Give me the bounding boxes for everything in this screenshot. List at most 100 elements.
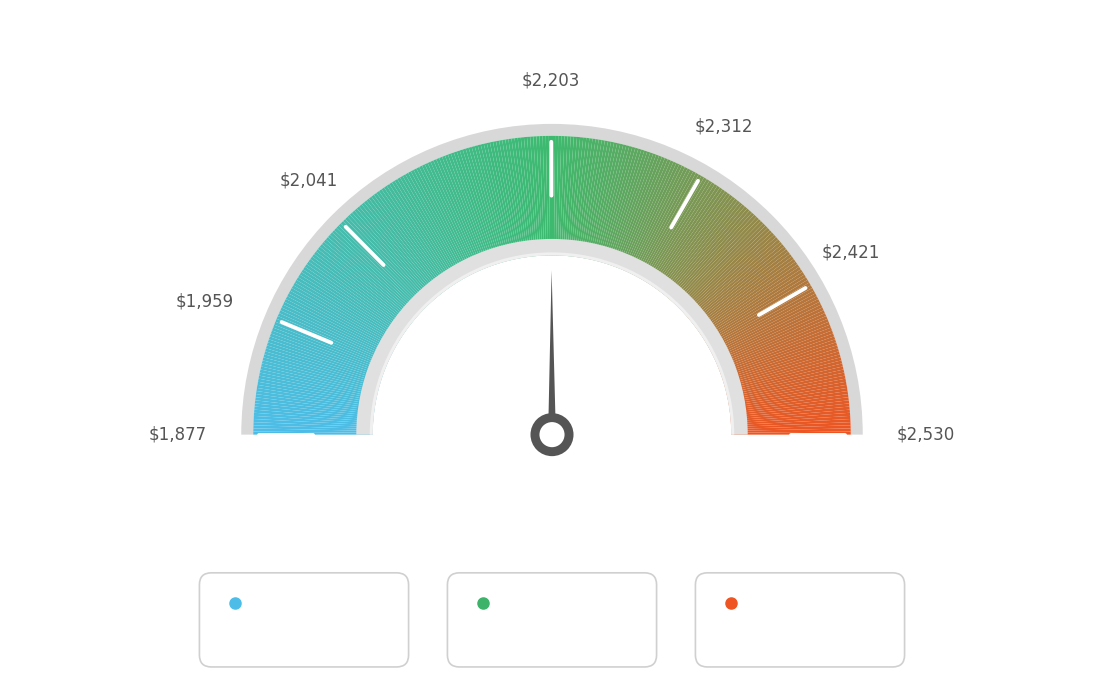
Wedge shape xyxy=(709,290,816,350)
Wedge shape xyxy=(723,345,838,383)
Wedge shape xyxy=(730,400,849,416)
Wedge shape xyxy=(514,138,531,257)
Wedge shape xyxy=(715,310,825,362)
Wedge shape xyxy=(298,275,401,340)
Wedge shape xyxy=(242,124,862,435)
Wedge shape xyxy=(697,259,796,331)
Wedge shape xyxy=(253,425,373,431)
Wedge shape xyxy=(580,139,602,258)
Wedge shape xyxy=(253,431,373,435)
Wedge shape xyxy=(384,186,453,286)
Wedge shape xyxy=(601,147,636,262)
Wedge shape xyxy=(420,166,474,274)
Wedge shape xyxy=(463,148,500,264)
Text: ($1,877): ($1,877) xyxy=(265,630,342,649)
Wedge shape xyxy=(631,167,688,275)
Wedge shape xyxy=(721,333,835,375)
Wedge shape xyxy=(537,136,544,255)
Wedge shape xyxy=(254,419,373,427)
Wedge shape xyxy=(602,148,638,263)
Wedge shape xyxy=(648,182,714,284)
Wedge shape xyxy=(723,348,839,384)
Wedge shape xyxy=(714,308,824,360)
Wedge shape xyxy=(549,136,552,255)
Wedge shape xyxy=(294,282,397,345)
Wedge shape xyxy=(255,404,374,417)
Wedge shape xyxy=(341,221,426,308)
Wedge shape xyxy=(662,199,737,294)
Wedge shape xyxy=(310,257,408,329)
Wedge shape xyxy=(587,141,614,259)
Wedge shape xyxy=(480,144,511,261)
FancyBboxPatch shape xyxy=(696,573,904,667)
Wedge shape xyxy=(652,188,722,288)
Wedge shape xyxy=(348,215,431,304)
Wedge shape xyxy=(335,228,423,312)
Wedge shape xyxy=(521,137,535,257)
Wedge shape xyxy=(337,226,424,310)
FancyBboxPatch shape xyxy=(200,573,408,667)
Wedge shape xyxy=(273,324,385,371)
Wedge shape xyxy=(590,142,617,259)
Wedge shape xyxy=(326,237,417,317)
Wedge shape xyxy=(545,136,550,255)
Wedge shape xyxy=(487,142,514,259)
Wedge shape xyxy=(266,345,381,383)
Wedge shape xyxy=(357,239,747,435)
Wedge shape xyxy=(312,254,410,328)
Wedge shape xyxy=(571,137,586,257)
Wedge shape xyxy=(573,138,590,257)
Wedge shape xyxy=(484,143,513,260)
Wedge shape xyxy=(703,275,806,340)
Wedge shape xyxy=(615,155,659,267)
Wedge shape xyxy=(731,416,850,425)
Wedge shape xyxy=(713,304,822,358)
Wedge shape xyxy=(291,285,396,346)
Wedge shape xyxy=(279,310,389,362)
Wedge shape xyxy=(352,210,434,302)
Wedge shape xyxy=(670,210,752,302)
Wedge shape xyxy=(584,141,608,259)
Wedge shape xyxy=(262,364,378,394)
Wedge shape xyxy=(563,137,574,256)
Wedge shape xyxy=(730,391,848,411)
Wedge shape xyxy=(673,215,756,304)
Wedge shape xyxy=(511,138,530,257)
Text: ($2,530): ($2,530) xyxy=(762,630,839,649)
Wedge shape xyxy=(622,159,670,270)
Wedge shape xyxy=(578,139,598,257)
Wedge shape xyxy=(255,400,374,416)
Wedge shape xyxy=(328,235,418,316)
Wedge shape xyxy=(323,239,416,319)
Wedge shape xyxy=(705,280,809,344)
Wedge shape xyxy=(258,379,375,403)
Wedge shape xyxy=(254,413,373,424)
Wedge shape xyxy=(499,140,522,258)
Wedge shape xyxy=(436,158,485,269)
Wedge shape xyxy=(724,351,840,386)
Wedge shape xyxy=(254,406,373,420)
Wedge shape xyxy=(527,137,539,256)
Wedge shape xyxy=(270,331,384,374)
Wedge shape xyxy=(558,136,564,255)
Wedge shape xyxy=(665,202,743,297)
Wedge shape xyxy=(722,342,837,381)
Wedge shape xyxy=(264,354,380,388)
Wedge shape xyxy=(277,316,388,365)
Wedge shape xyxy=(321,241,415,320)
Text: $2,530: $2,530 xyxy=(898,426,955,444)
Wedge shape xyxy=(635,170,693,277)
Wedge shape xyxy=(656,191,728,290)
Wedge shape xyxy=(730,404,849,417)
Wedge shape xyxy=(450,152,493,266)
Wedge shape xyxy=(708,288,814,348)
Wedge shape xyxy=(715,313,826,364)
Wedge shape xyxy=(710,293,817,352)
Wedge shape xyxy=(530,137,541,256)
Wedge shape xyxy=(712,299,819,355)
Wedge shape xyxy=(687,237,778,317)
Wedge shape xyxy=(569,137,583,257)
Wedge shape xyxy=(699,264,799,334)
Wedge shape xyxy=(318,246,413,324)
Wedge shape xyxy=(731,410,850,422)
